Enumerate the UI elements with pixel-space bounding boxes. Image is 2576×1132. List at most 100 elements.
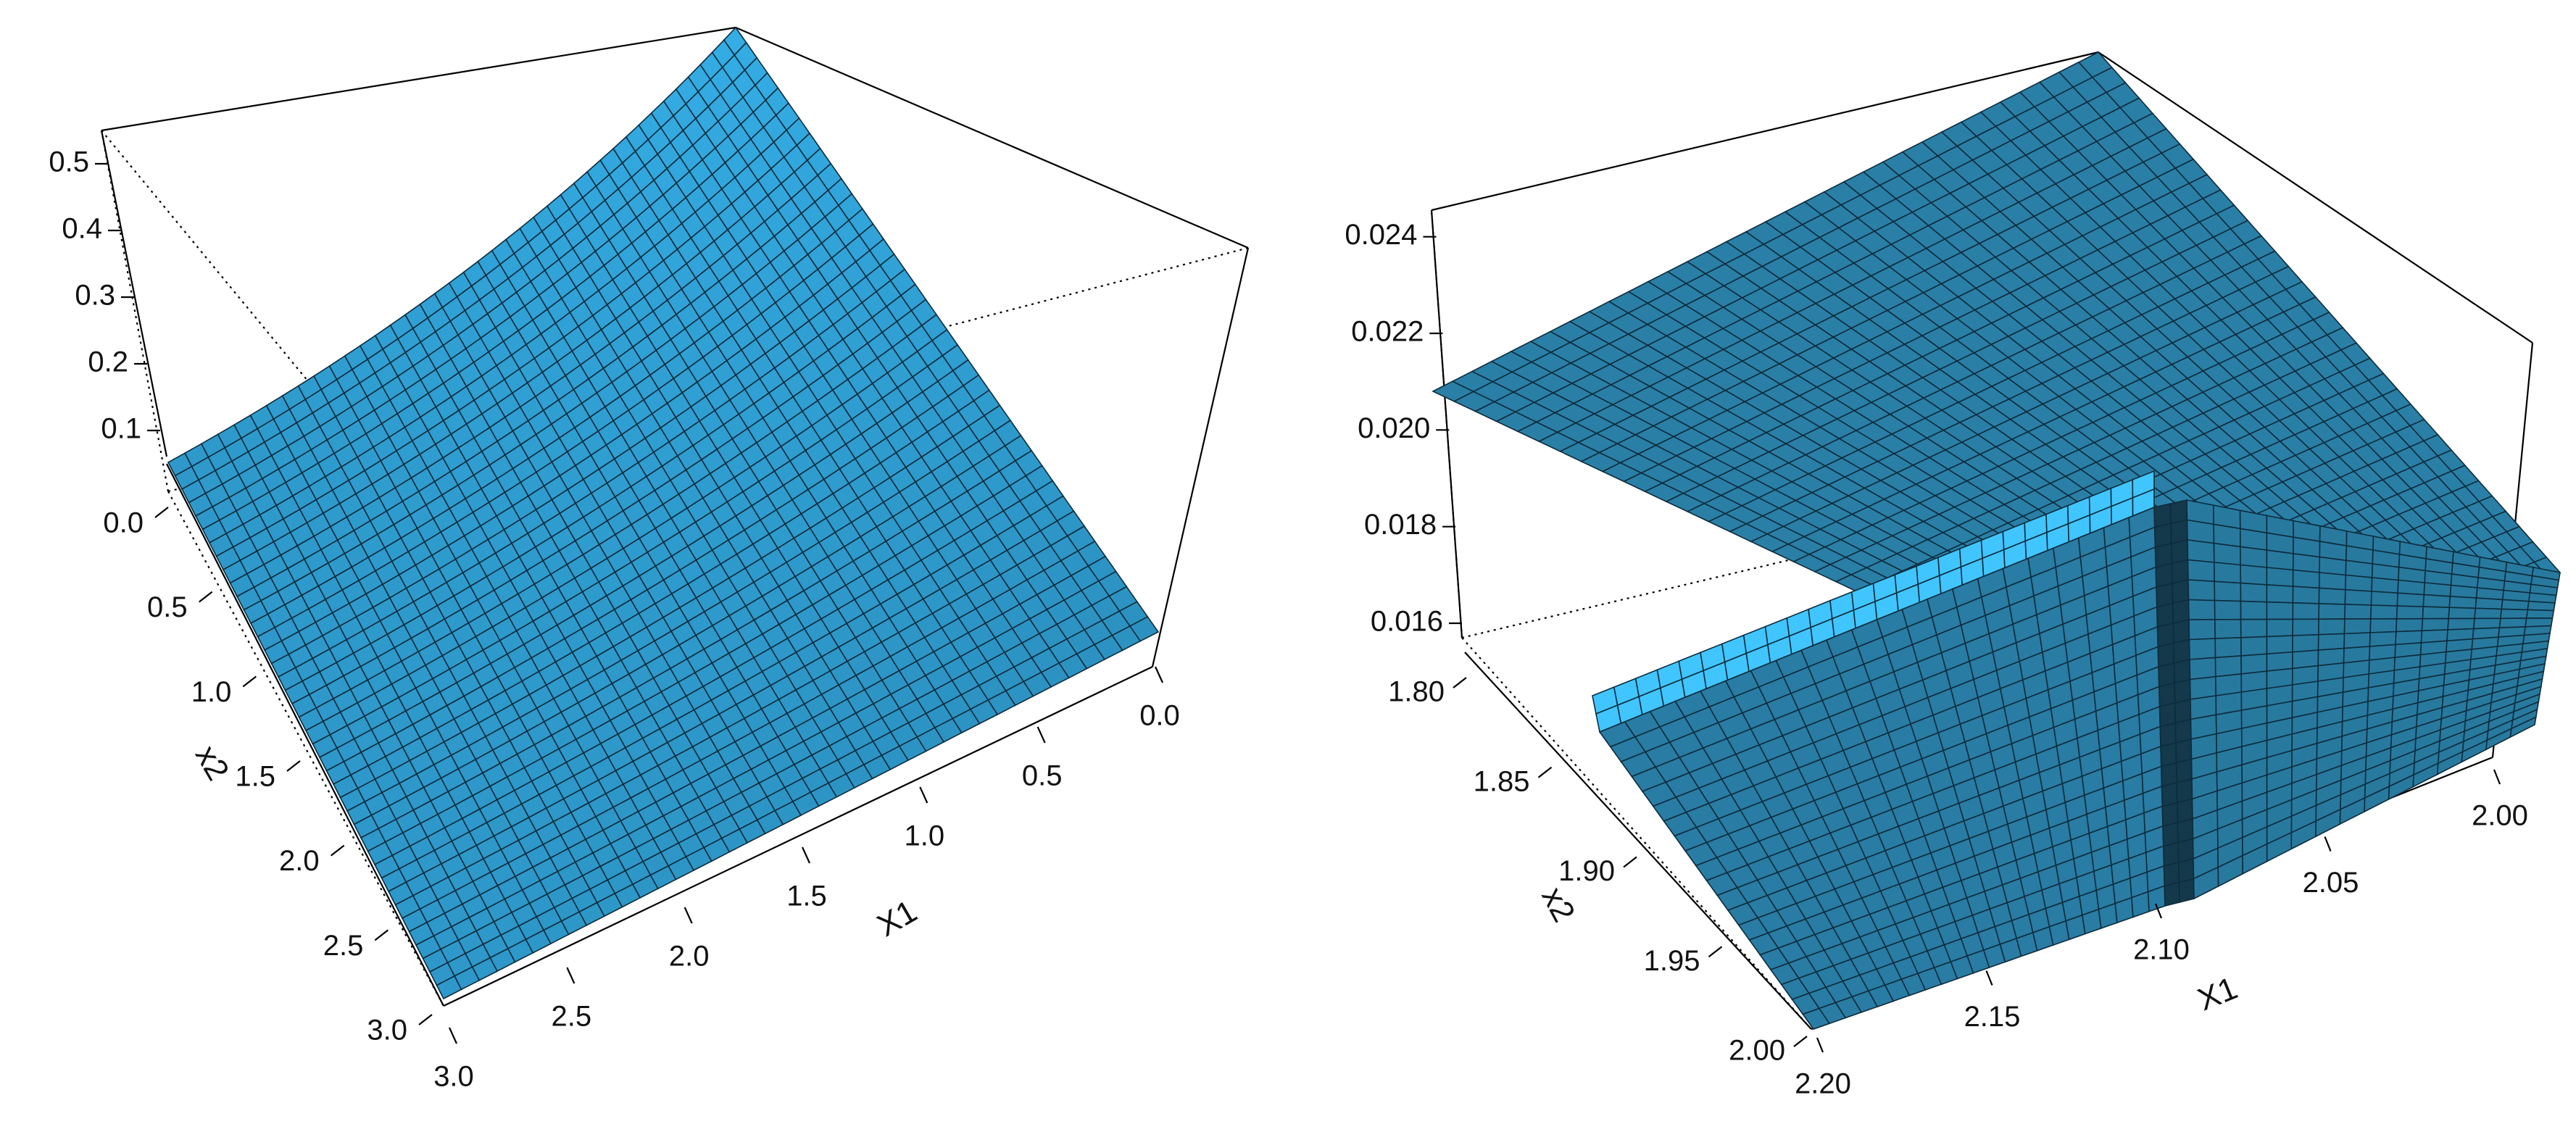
tick-mark: [286, 760, 301, 772]
tick-mark: [2324, 836, 2332, 852]
surface-facet: [2318, 587, 2346, 605]
surface-facet: [2292, 602, 2320, 620]
surface-facet: [2240, 653, 2268, 675]
x2-axis-title: x2: [188, 739, 236, 786]
tick-mark: [1537, 766, 1553, 778]
x2-tick-label: 2.0: [279, 845, 320, 877]
x2-tick-label: 1.0: [191, 676, 232, 708]
surface-mesh: [1432, 51, 2562, 1030]
z-tick-label: 0.2: [88, 346, 128, 378]
surface-facet: [2292, 552, 2321, 573]
surface-facet: [2448, 596, 2477, 609]
z-tick-label: 0.016: [1371, 606, 1443, 638]
tick-mark: [566, 967, 576, 984]
surface-facet: [2423, 582, 2452, 597]
box-edge: [166, 463, 444, 1007]
surface-facet: [2266, 601, 2294, 620]
tick-mark: [1985, 970, 1993, 986]
tick-mark: [801, 846, 811, 864]
box-edge: [2098, 51, 2533, 344]
surface-facet: [2317, 633, 2346, 651]
surface-facet: [2266, 618, 2294, 638]
tick-mark: [1453, 677, 1467, 688]
surface-facet: [2369, 604, 2398, 620]
box-edge-hidden: [100, 130, 170, 492]
box-edge: [1464, 652, 1812, 1030]
surface-facet: [2214, 655, 2243, 678]
surface-facet: [2344, 588, 2372, 606]
surface-facet: [2474, 607, 2503, 620]
surface-facet: [2509, 716, 2537, 738]
surface-facet: [2318, 572, 2347, 591]
surface-facet: [2266, 567, 2294, 587]
surface-facet: [2370, 591, 2398, 607]
x1-tick-label: 1.5: [786, 881, 827, 912]
x1-tick-label: 2.20: [1795, 1068, 1851, 1100]
surface-facet: [2318, 603, 2346, 620]
surface-facet: [2448, 607, 2477, 620]
box-edge: [1431, 51, 2099, 212]
x1-tick-label: 2.05: [2303, 867, 2359, 899]
z-tick-label: 0.5: [49, 146, 89, 178]
surface-facet: [2345, 574, 2373, 592]
surface-facet: [2187, 559, 2215, 583]
surface-facet: [2187, 539, 2215, 563]
box-edge: [1151, 247, 1250, 667]
x2-tick-label: 0.5: [147, 591, 188, 623]
tick-mark: [418, 1014, 433, 1025]
tick-mark: [1793, 1036, 1808, 1047]
x2-tick-label: 3.0: [367, 1015, 407, 1046]
surface-facet: [1129, 616, 1160, 642]
surface-facet: [2164, 881, 2180, 907]
box-edge-hidden: [1461, 637, 1812, 1030]
surface-facet: [2344, 604, 2372, 620]
surface-facet: [2395, 617, 2424, 633]
surface-facet: [2266, 549, 2294, 571]
surface-facet: [2266, 651, 2293, 672]
z-tick-label: 0.024: [1345, 219, 1417, 251]
surface-facet: [2240, 582, 2268, 603]
surface-facet: [2187, 599, 2216, 620]
surface-facet: [2343, 632, 2371, 649]
surface-facet: [2498, 617, 2527, 629]
tick-mark: [374, 929, 389, 941]
x1-tick-label: 1.0: [905, 820, 945, 852]
surface-facet: [2422, 606, 2451, 620]
surface-facet: [2525, 609, 2555, 619]
surface-facet: [2188, 619, 2216, 641]
surface-facet: [2500, 608, 2529, 620]
surface-facet: [2214, 618, 2242, 639]
surface-facet: [2317, 618, 2346, 636]
z-tick-label: 0.018: [1364, 509, 1437, 541]
box-edge: [101, 26, 736, 132]
x1-axis-title: X1: [871, 894, 923, 944]
surface-plot-left: 0.1 0.2 0.3 0.4 0.5 0.0 0.5 1.0 1.5 2.0 2.5 3.0 0.0 0…: [49, 26, 1250, 1093]
surface-facet: [2369, 618, 2398, 633]
tick-mark: [198, 591, 213, 603]
x1-tick-label: 2.15: [1964, 1001, 2021, 1033]
z-tick-label: 0.022: [1351, 316, 1424, 348]
surface-facet: [2475, 597, 2504, 610]
x2-tick-label: 1.90: [1558, 855, 1615, 887]
surface-facet: [2501, 599, 2530, 611]
surface-facet: [2266, 584, 2294, 604]
surface-facet: [2213, 542, 2241, 566]
surface-facet: [2266, 635, 2293, 655]
surface-facet: [2396, 592, 2425, 607]
z-tick-label: 0.020: [1358, 412, 1430, 444]
surface-facet: [2213, 562, 2242, 584]
x1-tick-label: 2.5: [552, 1001, 592, 1033]
x1-tick-label: 3.0: [433, 1061, 474, 1093]
surface-facet: [2178, 878, 2195, 904]
surface-facet: [2292, 586, 2320, 604]
x2-tick-label: 2.5: [323, 930, 364, 962]
surface-facet: [2421, 617, 2450, 632]
surface-facet: [2422, 594, 2451, 609]
tick-mark: [1708, 946, 1723, 958]
tick-mark: [1154, 666, 1164, 683]
z-tick-label: 0.3: [75, 280, 115, 312]
surface-facet: [2240, 618, 2268, 638]
surface-facet: [2214, 636, 2242, 659]
tick-mark: [1816, 1037, 1824, 1053]
surface-facet: [2397, 579, 2426, 596]
